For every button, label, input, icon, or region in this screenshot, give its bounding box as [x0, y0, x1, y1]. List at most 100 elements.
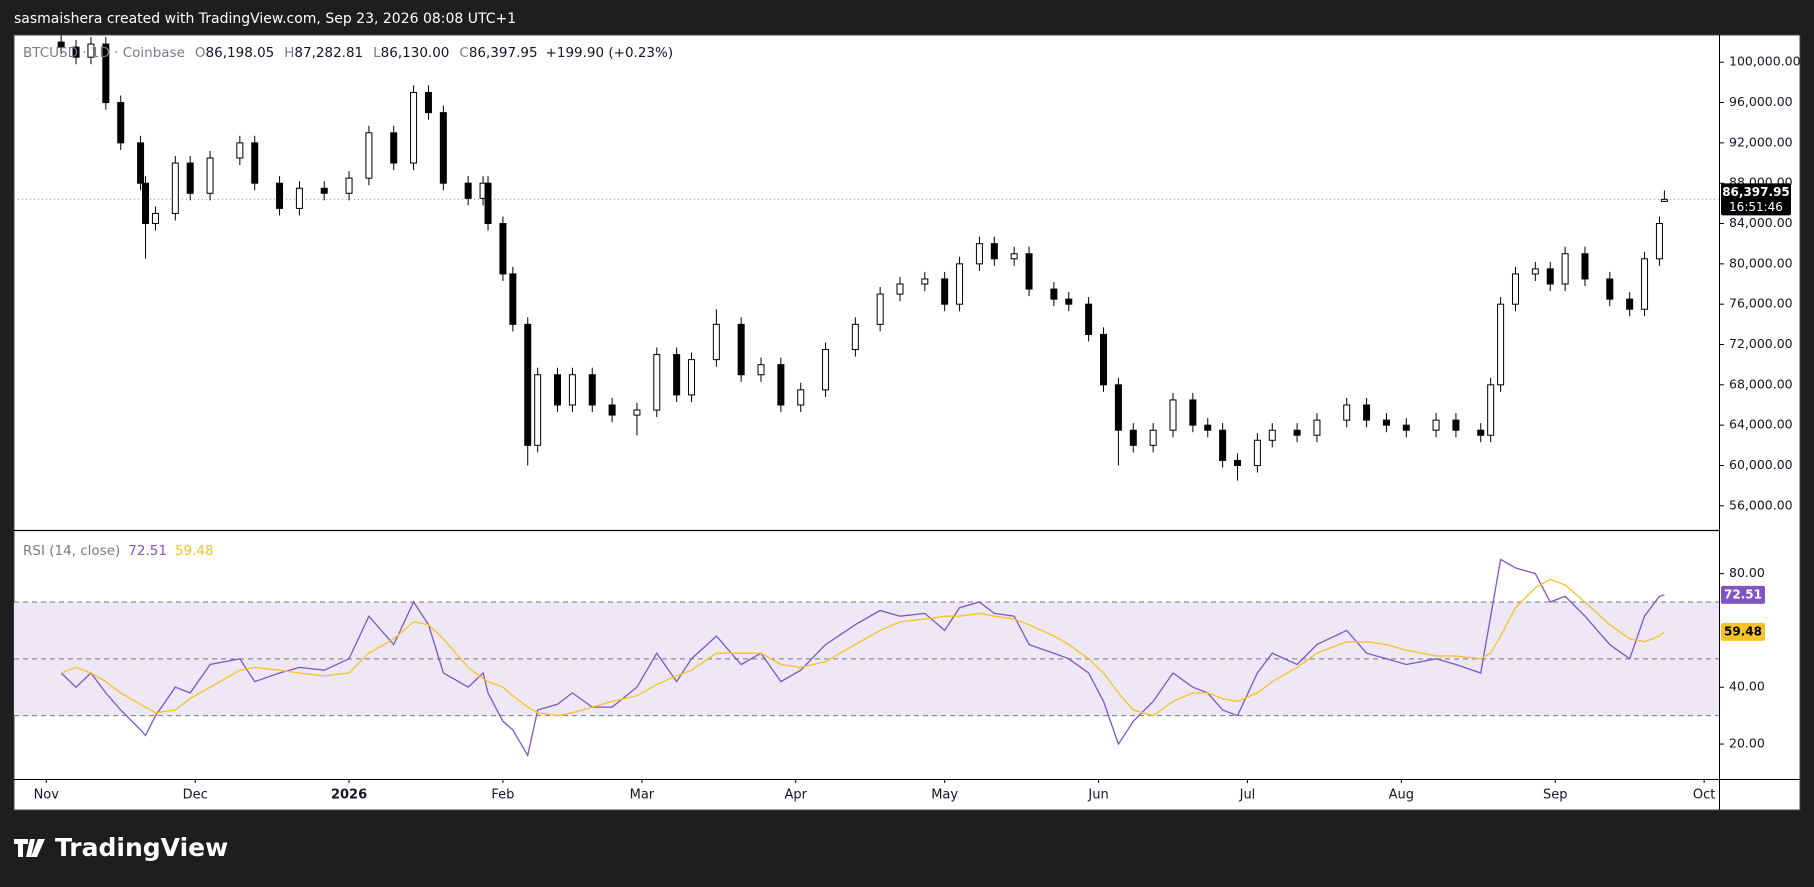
rsi-value-box [1721, 585, 1765, 604]
price-label: 86,397.95 [1722, 185, 1790, 199]
rsi-title: RSI (14, close) [23, 543, 120, 559]
brand-name: TradingView [55, 833, 228, 862]
legend: BTCUSD · 1D · Coinbase O86,198.05 H87,282.… [23, 45, 673, 61]
candle-body [757, 364, 765, 376]
legend-change: +199.90 (+0.23%) [546, 45, 674, 61]
candle-body [1432, 419, 1440, 431]
candle-body [276, 182, 284, 209]
candle-body [72, 46, 80, 58]
candle-body [1655, 223, 1663, 260]
candle-body [1085, 303, 1093, 335]
legend-value: 86,397.95 [469, 45, 538, 61]
candle-body [1025, 253, 1033, 290]
candle-body [206, 157, 214, 194]
candle-body [499, 223, 507, 275]
candles [14, 35, 1719, 481]
y-tick-label: 80,000.00 [1729, 255, 1793, 270]
candle-body [1402, 424, 1410, 431]
candle-body [1343, 404, 1351, 421]
candle-body [1546, 268, 1554, 285]
candle-body [295, 187, 303, 209]
legend-key: O [195, 45, 206, 61]
candle-body [151, 212, 159, 225]
candle-body [990, 243, 998, 260]
candle-body [921, 278, 929, 285]
brand-logo [14, 839, 45, 857]
rsi-legend-value: 59.48 [175, 543, 214, 559]
x-tick-label: Nov [34, 788, 60, 803]
x-tick-label: Jul [1239, 788, 1256, 803]
candle-body [390, 132, 398, 164]
legend-key: C [459, 45, 468, 61]
x-tick-label: Dec [183, 788, 208, 803]
x-tick-label: 2026 [331, 788, 367, 803]
candle-body [1050, 288, 1058, 300]
candle-body [236, 142, 244, 159]
rsi-line [60, 578, 1665, 717]
x-tick-label: Mar [630, 788, 655, 803]
x-tick-label: May [931, 788, 958, 803]
x-tick-label: Oct [1693, 788, 1715, 803]
x-tick-label: Feb [491, 788, 514, 803]
candle-body [534, 374, 542, 446]
candle-body [822, 349, 830, 391]
candle-body [1234, 459, 1242, 466]
candle-body [484, 182, 492, 225]
candle-body [568, 374, 576, 406]
rsi-legend: RSI (14, close) 72.51 59.48 [23, 543, 214, 559]
y-tick-label: 80.00 [1729, 565, 1765, 580]
candle-body [1382, 419, 1390, 426]
countdown-label: 16:51:46 [1729, 200, 1783, 214]
rsi-value-box [1721, 622, 1765, 641]
candle-body [712, 323, 720, 361]
candle-body [797, 389, 805, 406]
y-tick-label: 40.00 [1729, 679, 1765, 694]
y-tick-label: 72,000.00 [1729, 336, 1793, 351]
candle-body [554, 374, 562, 406]
candle-body [1561, 253, 1569, 285]
y-tick-label: 68,000.00 [1729, 376, 1793, 391]
candle-body [1169, 399, 1177, 431]
candle-body [137, 142, 145, 184]
legend-value: 86,198.05 [206, 45, 275, 61]
candle-body [737, 323, 745, 376]
rsi-legend-value: 72.51 [128, 543, 167, 559]
candle-body [365, 132, 373, 179]
candle-body [1219, 429, 1227, 461]
candle-body [956, 263, 964, 305]
y-tick-label: 100,000.00 [1729, 54, 1801, 69]
x-tick-label: Sep [1543, 788, 1568, 803]
rsi-value-label: 59.48 [1724, 624, 1762, 638]
rsi-value-label: 72.51 [1724, 587, 1762, 601]
candle-body [1477, 429, 1485, 436]
candle-body [1363, 404, 1371, 421]
candle-body [320, 187, 328, 194]
y-tick-label: 60,000.00 [1729, 457, 1793, 472]
candle-body [439, 112, 447, 184]
candle-body [851, 323, 859, 351]
price-label-box [1721, 183, 1791, 216]
candle-body [633, 409, 641, 416]
candle-body [608, 404, 616, 416]
candle-body [1010, 253, 1018, 260]
candle-body [975, 243, 983, 265]
candle-body [424, 91, 432, 114]
chart-layer: Nov Dec 2026 Feb Mar Apr May Jun Jul Aug Sep Oct 56,… [14, 35, 1801, 803]
candle-body [345, 177, 353, 194]
candle-body [941, 278, 949, 305]
candle-body [1497, 303, 1505, 386]
candle-body [1511, 273, 1519, 305]
candle-body [1129, 429, 1137, 446]
candle-body [1606, 278, 1614, 300]
candle-body [87, 43, 95, 58]
candle-body [102, 43, 110, 104]
legend-key: L [373, 45, 381, 61]
candle-body [1065, 298, 1073, 305]
candle-body [509, 273, 517, 325]
candle-body [464, 182, 472, 199]
candle-body [251, 142, 259, 184]
y-tick-label: 56,000.00 [1729, 497, 1793, 512]
candle-body [1487, 384, 1495, 436]
